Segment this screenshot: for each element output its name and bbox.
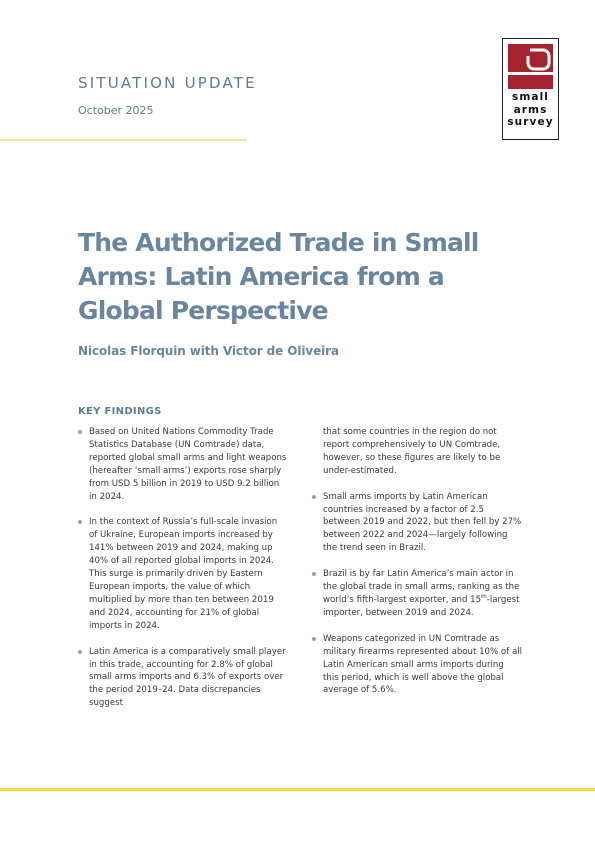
finding-item: Small arms imports by Latin American cou…: [312, 491, 522, 556]
bullet-icon: [312, 636, 316, 641]
finding-text: Small arms imports by Latin American cou…: [323, 491, 522, 554]
finding-item: Brazil is by far Latin America’s main ac…: [312, 568, 522, 620]
superscript-th: th: [481, 593, 487, 600]
finding-text-brazil: Brazil is by far Latin America’s main ac…: [323, 569, 520, 618]
logo-mark-icon: [508, 44, 553, 89]
bullet-icon: [78, 430, 82, 434]
authors: Nicolas Florquin with Victor de Oliveira: [78, 344, 339, 358]
bullet-icon: [312, 572, 316, 577]
finding-text: that some countries in the region do not…: [323, 427, 501, 476]
title-line-3: Global Perspective: [78, 296, 329, 325]
key-findings-heading: KEY FINDINGS: [78, 406, 162, 417]
key-findings-column-right: that some countries in the region do not…: [312, 426, 522, 710]
logo-line-survey: survey: [507, 116, 554, 128]
finding-text: Latin America is a comparatively small p…: [89, 646, 286, 709]
finding-item: Weapons categorized in UN Comtrade as mi…: [312, 633, 522, 698]
logo-line-arms: arms: [513, 103, 548, 116]
bullet-icon: [78, 649, 82, 654]
document-title: The Authorized Trade in Small Arms: Lati…: [78, 226, 508, 328]
logo-wordmark: small arms survey: [503, 91, 558, 129]
publication-date: October 2025: [78, 104, 154, 117]
small-arms-survey-logo: small arms survey: [502, 38, 559, 140]
finding-text: Weapons categorized in UN Comtrade as mi…: [323, 633, 522, 696]
finding-item: In the context of Russia’s full-scale in…: [78, 516, 288, 632]
title-line-2: Arms: Latin America from a: [78, 262, 445, 291]
bottom-divider: [0, 788, 595, 791]
finding-continuation: that some countries in the region do not…: [312, 426, 522, 478]
bullet-icon: [312, 494, 316, 499]
key-findings-column-left: Based on United Nations Commodity Trade …: [78, 426, 288, 723]
finding-item: Based on United Nations Commodity Trade …: [78, 426, 288, 503]
logo-line-small: small: [512, 91, 549, 103]
bullet-icon: [78, 520, 82, 525]
series-label: SITUATION UPDATE: [78, 74, 257, 92]
finding-item: Latin America is a comparatively small p…: [78, 646, 288, 711]
top-divider: [0, 139, 247, 141]
title-line-1: The Authorized Trade in Small: [78, 228, 479, 257]
finding-text: In the context of Russia’s full-scale in…: [89, 517, 278, 631]
finding-text: Based on United Nations Commodity Trade …: [89, 427, 287, 502]
